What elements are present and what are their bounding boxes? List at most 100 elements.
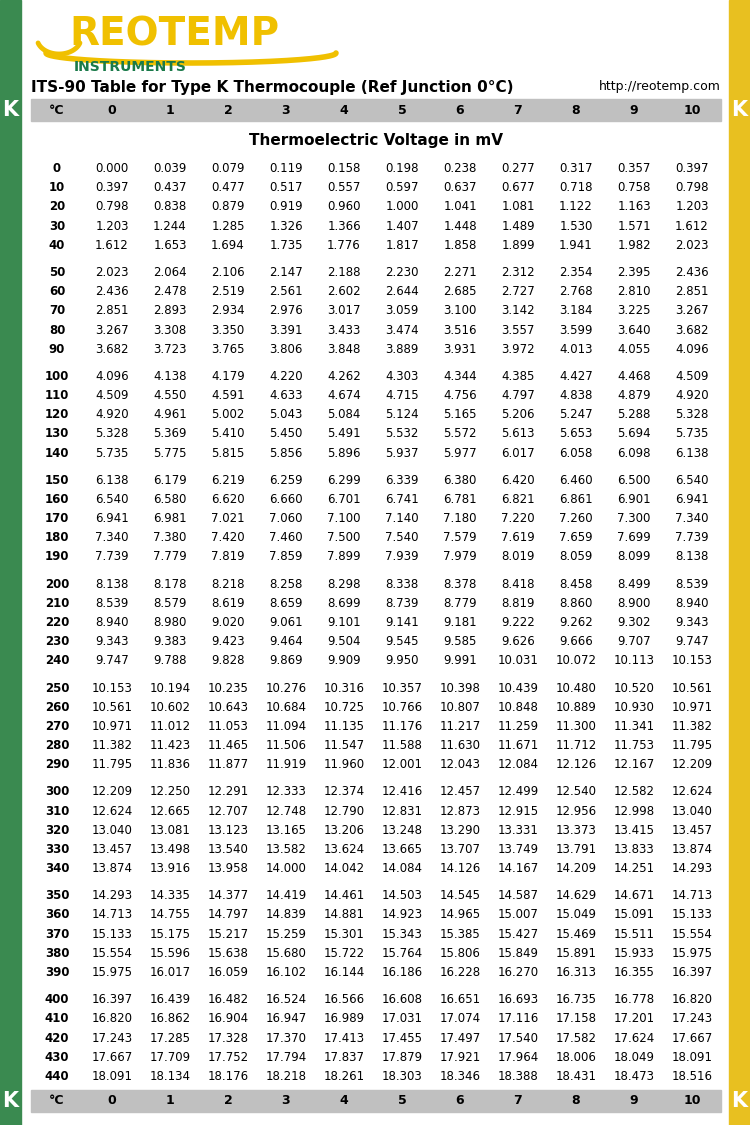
Text: 5.369: 5.369 [153,428,187,440]
Text: 14.000: 14.000 [266,862,307,875]
Text: 0.039: 0.039 [153,162,187,176]
Text: 15.469: 15.469 [556,928,596,940]
Text: 8.418: 8.418 [501,577,535,591]
Text: 7.859: 7.859 [269,550,303,564]
Text: 15.806: 15.806 [440,947,481,960]
Text: 0.798: 0.798 [675,181,709,195]
Text: 15.596: 15.596 [149,947,190,960]
Text: 10: 10 [683,104,700,117]
Text: 2.023: 2.023 [675,238,709,252]
Text: 6: 6 [456,104,464,117]
Text: 220: 220 [45,616,69,629]
Text: 7.500: 7.500 [327,531,361,544]
Text: 4.550: 4.550 [153,389,187,402]
Text: 18.346: 18.346 [440,1070,481,1083]
Text: 0.000: 0.000 [95,162,129,176]
Text: 12.998: 12.998 [614,804,655,818]
Text: 16.778: 16.778 [614,993,655,1006]
Text: 10.684: 10.684 [266,701,307,713]
Text: 250: 250 [45,682,69,694]
Text: 5.775: 5.775 [153,447,187,460]
Text: 6.540: 6.540 [95,493,129,506]
Text: 16.947: 16.947 [266,1012,307,1025]
Text: 440: 440 [45,1070,69,1083]
Text: 8.739: 8.739 [386,597,418,610]
Text: 15.217: 15.217 [208,928,248,940]
Text: 1.163: 1.163 [617,200,651,214]
Text: Thermoelectric Voltage in mV: Thermoelectric Voltage in mV [249,133,503,148]
Text: 6.620: 6.620 [211,493,244,506]
Text: 1.817: 1.817 [386,238,418,252]
Text: 8.659: 8.659 [269,597,303,610]
Text: 0.597: 0.597 [386,181,418,195]
Text: 7.899: 7.899 [327,550,361,564]
Text: 18.303: 18.303 [382,1070,422,1083]
Text: °C: °C [50,1095,64,1107]
Text: 9.464: 9.464 [269,636,303,648]
Text: 17.285: 17.285 [149,1032,190,1044]
Text: 11.547: 11.547 [323,739,364,753]
Text: 7.100: 7.100 [327,512,361,525]
Text: 1.041: 1.041 [443,200,477,214]
Text: 5: 5 [398,1095,406,1107]
Text: 14.965: 14.965 [440,909,481,921]
Text: 10.930: 10.930 [614,701,655,713]
Text: http://reotemp.com: http://reotemp.com [599,80,721,93]
Text: 11.135: 11.135 [323,720,364,732]
Text: 30: 30 [49,219,65,233]
Text: 3.557: 3.557 [501,324,535,336]
Text: 12.665: 12.665 [149,804,190,818]
Text: 400: 400 [45,993,69,1006]
Text: 1.858: 1.858 [443,238,477,252]
Text: K: K [731,100,748,120]
Text: 14.755: 14.755 [149,909,190,921]
Text: 2.023: 2.023 [95,266,129,279]
Text: 9.707: 9.707 [617,636,651,648]
Text: 7.140: 7.140 [386,512,418,525]
Text: 7.579: 7.579 [443,531,477,544]
Text: 7.819: 7.819 [211,550,244,564]
Text: 210: 210 [45,597,69,610]
Text: 15.385: 15.385 [440,928,480,940]
Text: 7.979: 7.979 [443,550,477,564]
Text: 11.795: 11.795 [92,758,133,772]
Text: 12.126: 12.126 [555,758,597,772]
Text: 360: 360 [45,909,69,921]
Text: 0.677: 0.677 [501,181,535,195]
Text: 9.423: 9.423 [211,636,244,648]
Text: 14.084: 14.084 [382,862,422,875]
Text: 15.007: 15.007 [497,909,538,921]
Text: 9.747: 9.747 [675,636,709,648]
Text: 350: 350 [45,889,69,902]
Text: 5.937: 5.937 [386,447,418,460]
Text: 3.142: 3.142 [501,305,535,317]
Text: 3.599: 3.599 [560,324,592,336]
Text: 16.608: 16.608 [382,993,422,1006]
Text: 10: 10 [49,181,65,195]
Text: 12.707: 12.707 [208,804,248,818]
Text: 13.040: 13.040 [671,804,712,818]
Text: 1.326: 1.326 [269,219,303,233]
Text: 16.904: 16.904 [208,1012,248,1025]
Text: 15.554: 15.554 [671,928,712,940]
Text: 4.220: 4.220 [269,370,303,382]
Text: 4.303: 4.303 [386,370,418,382]
Text: 5.896: 5.896 [327,447,361,460]
Text: 11.836: 11.836 [149,758,190,772]
Text: 16.144: 16.144 [323,966,364,979]
Text: 17.031: 17.031 [382,1012,422,1025]
Text: 4.715: 4.715 [386,389,418,402]
Text: 3.516: 3.516 [443,324,477,336]
Text: 10.398: 10.398 [440,682,481,694]
Text: 8.138: 8.138 [675,550,709,564]
Text: 8.019: 8.019 [501,550,535,564]
Bar [729,0,750,1125]
Text: 280: 280 [45,739,69,753]
Text: 5: 5 [398,104,406,117]
Text: 0.238: 0.238 [443,162,477,176]
Text: 10.561: 10.561 [92,701,133,713]
Text: 17.837: 17.837 [323,1051,364,1064]
Text: 10.153: 10.153 [92,682,133,694]
Text: 14.839: 14.839 [266,909,307,921]
Text: 1.081: 1.081 [501,200,535,214]
